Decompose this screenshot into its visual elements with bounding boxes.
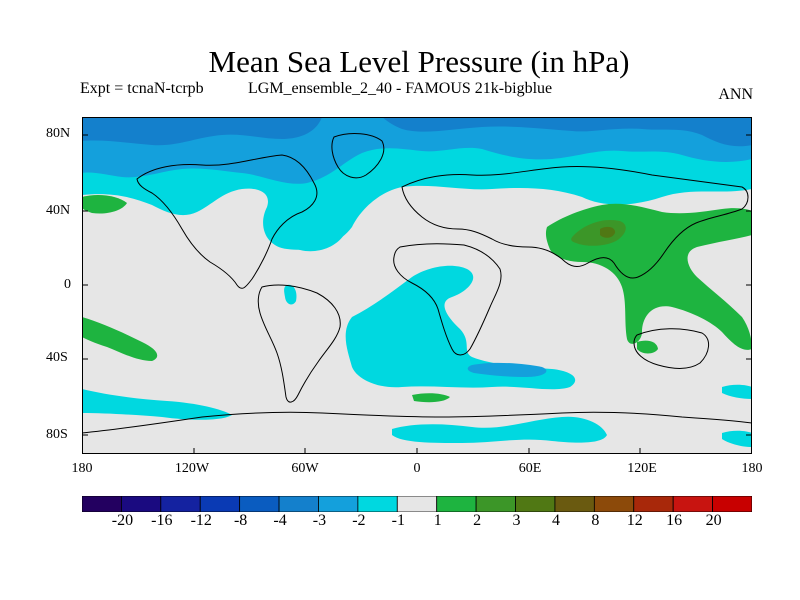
colorbar-label: 16 [666, 512, 683, 529]
colorbar-swatch [239, 496, 280, 512]
colorbar-swatch [396, 496, 438, 512]
colorbar-swatch [199, 496, 241, 512]
arctic-deep-blue-east [382, 117, 752, 147]
ensemble-label: LGM_ensemble_2_40 - FAMOUS 21k-bigblue [248, 80, 553, 97]
southern-ocean-cyan-east [722, 384, 752, 399]
colorbar-swatch [593, 496, 635, 512]
colorbar-label: 3 [512, 512, 521, 529]
maritime-green [637, 340, 658, 354]
colorbar-swatch [554, 496, 595, 512]
map-title: Mean Sea Level Pressure (in hPa) [208, 44, 630, 79]
colorbar-swatch [475, 496, 516, 512]
coast-south-america [257, 284, 341, 403]
coast-greenland [331, 133, 385, 179]
asia-dark-green [571, 219, 626, 246]
y-label-80n: 80N [46, 126, 71, 141]
colorbar-swatch [278, 496, 319, 512]
asia-olive [600, 226, 616, 238]
colorbar-label: -16 [151, 512, 173, 529]
colorbar-label: 4 [551, 512, 560, 529]
colorbar-swatch [672, 496, 713, 512]
south-africa-green [412, 393, 450, 403]
colorbar [82, 496, 752, 512]
coast-europe-asia [401, 165, 749, 279]
southern-ocean-cyan-west [82, 389, 232, 420]
colorbar-swatch [515, 496, 556, 512]
north-pacific-green [82, 195, 127, 214]
colorbar-label: -4 [273, 512, 287, 529]
atlantic-cyan-tongue [280, 195, 357, 252]
y-label-0: 0 [64, 277, 71, 292]
map-frame [82, 117, 752, 454]
colorbar-label: -12 [190, 512, 212, 529]
colorbar-swatch [160, 496, 201, 512]
x-label-0: 0 [413, 461, 421, 476]
south-pacific-green [82, 317, 158, 361]
x-label-120w: 120W [174, 461, 210, 476]
colorbar-swatch [633, 496, 674, 512]
colorbar-label: 20 [705, 512, 722, 529]
x-label-180w: 180 [71, 461, 93, 476]
south-america-cyan-patch [284, 284, 297, 305]
x-label-180e: 180 [741, 461, 763, 476]
x-label-60e: 60E [518, 461, 542, 476]
colorbar-label: 1 [433, 512, 442, 529]
y-label-40s: 40S [46, 350, 68, 365]
colorbar-swatch [318, 496, 359, 512]
colorbar-label: -8 [233, 512, 248, 529]
experiment-label: Expt = tcnaN-tcrpb [80, 80, 204, 97]
colorbar-label: -3 [312, 512, 327, 529]
colorbar-label: 2 [473, 512, 482, 529]
y-label-40n: 40N [46, 203, 71, 218]
arctic-deep-blue-west [82, 117, 322, 146]
colorbar-swatch [712, 496, 752, 512]
coast-australia [633, 328, 709, 369]
south-atlantic-cyan [345, 265, 576, 390]
y-label-80s: 80S [46, 427, 68, 442]
colorbar-label: -2 [352, 512, 366, 529]
colorbar-swatch [436, 496, 477, 512]
pressure-map [82, 117, 752, 454]
colorbar-label: -20 [111, 512, 134, 529]
season-label: ANN [718, 86, 753, 103]
colorbar-label: -1 [391, 512, 405, 529]
colorbar-label: 12 [626, 512, 643, 529]
colorbar-swatch [121, 496, 162, 512]
colorbar-swatch [82, 496, 122, 512]
coast-antarctica [82, 411, 752, 434]
coast-north-america [136, 154, 318, 289]
x-label-120e: 120E [627, 461, 657, 476]
coastlines [82, 133, 752, 434]
coast-africa [393, 243, 502, 356]
x-label-60w: 60W [291, 461, 319, 476]
south-atlantic-blue [467, 362, 547, 377]
antarctic-cyan [392, 416, 607, 443]
colorbar-label: 8 [591, 512, 600, 529]
colorbar-swatch [357, 496, 398, 512]
antarctic-cyan-east [722, 430, 752, 447]
